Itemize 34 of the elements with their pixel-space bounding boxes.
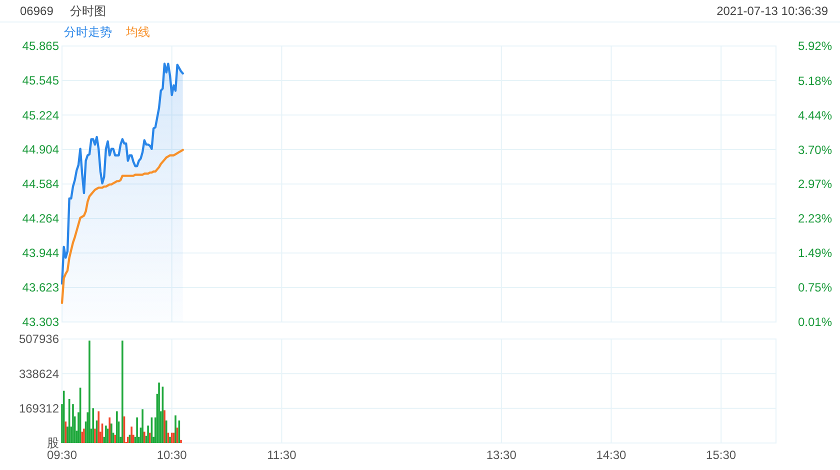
y-tick-label: 43.623 (22, 280, 60, 295)
x-tick-label: 09:30 (46, 448, 78, 462)
x-tick-label: 15:30 (706, 448, 736, 462)
y2-tick-label: 5.18% (798, 74, 832, 88)
y-tick-label: 338624 (18, 366, 60, 381)
y-tick-label: 44.904 (22, 142, 60, 157)
y-tick-label: 45.545 (22, 74, 60, 88)
y2-tick-label: 1.49% (798, 246, 832, 260)
text: 均线 (125, 25, 150, 39)
y2-tick-label: 5.92% (798, 39, 832, 54)
text: 分时走势 (64, 25, 112, 39)
chart-title: 06969 (20, 4, 54, 18)
x-tick-label: 11:30 (267, 448, 297, 462)
y-tick-label: 45.865 (22, 39, 60, 54)
line-series (60, 148, 184, 304)
x-tick-label: 10:30 (156, 448, 188, 462)
y-tick-label: 43.303 (22, 315, 60, 330)
y-tick-label: 169312 (18, 402, 60, 416)
y2-tick-label: 3.70% (798, 142, 832, 157)
y-tick-label: 43.944 (22, 246, 60, 260)
y2-tick-label: 0.01% (798, 315, 832, 330)
y-tick-label: 44.264 (22, 212, 60, 226)
y2-tick-label: 2.23% (798, 212, 832, 226)
y2-tick-label: 0.75% (798, 280, 832, 295)
y-tick-label: 507936 (18, 332, 60, 346)
y2-tick-label: 4.44% (798, 108, 832, 122)
y2-tick-label: 2.97% (798, 176, 832, 191)
y-tick-label: 44.584 (22, 177, 60, 192)
y-tick-label: 45.224 (22, 108, 60, 122)
x-tick-label: 13:30 (486, 448, 517, 462)
chart-subtitle: 分时图 (70, 4, 106, 18)
y-tick-label: 股 (47, 436, 59, 450)
text: 2021-07-13 10:36:39 (716, 4, 828, 18)
x-tick-label: 14:30 (596, 448, 627, 462)
